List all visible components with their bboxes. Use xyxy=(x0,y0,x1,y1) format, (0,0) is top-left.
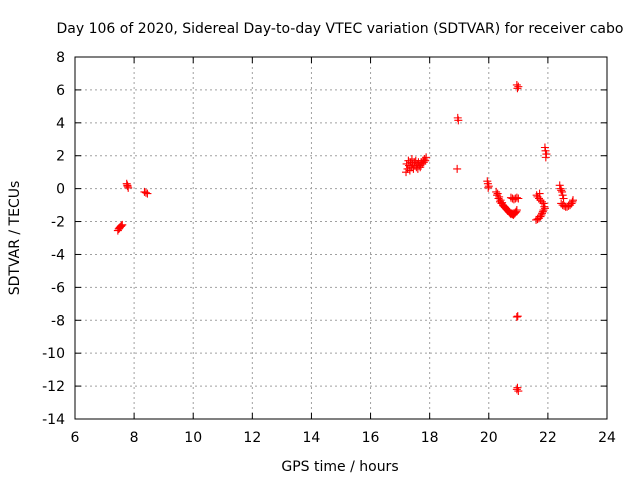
data-points xyxy=(113,80,578,396)
y-tick-label: 0 xyxy=(56,182,65,198)
data-point xyxy=(512,312,521,321)
y-axis: -14 -12 -10 -8 -6 -4 -2 0 2 4 6 8 xyxy=(42,50,607,428)
data-point xyxy=(536,212,545,221)
data-point xyxy=(404,156,413,165)
data-point xyxy=(405,166,414,175)
x-tick-label: 8 xyxy=(130,430,139,446)
x-tick-label: 16 xyxy=(362,430,380,446)
data-point xyxy=(494,194,503,203)
data-point xyxy=(540,143,549,152)
data-point xyxy=(510,209,519,218)
x-tick-label: 18 xyxy=(421,430,439,446)
data-point xyxy=(558,191,567,200)
data-point xyxy=(493,191,502,200)
x-tick-label: 20 xyxy=(480,430,498,446)
data-point xyxy=(537,210,546,219)
data-point xyxy=(512,80,521,89)
data-point xyxy=(124,183,133,192)
data-point xyxy=(512,385,521,394)
data-point xyxy=(484,182,493,191)
data-point xyxy=(556,184,565,193)
data-point xyxy=(513,84,522,93)
data-point xyxy=(542,150,551,159)
x-tick-label: 10 xyxy=(184,430,202,446)
data-point xyxy=(512,207,521,216)
data-point xyxy=(537,197,546,206)
data-point xyxy=(538,207,547,216)
y-tick-label: 8 xyxy=(56,50,65,66)
y-tick-label: 6 xyxy=(56,83,65,99)
data-point xyxy=(141,188,150,197)
y-tick-label: 4 xyxy=(56,116,65,132)
data-point xyxy=(421,156,430,165)
data-point xyxy=(557,186,566,195)
y-tick-label: -6 xyxy=(51,280,65,296)
y-tick-label: 2 xyxy=(56,149,65,165)
data-point xyxy=(116,222,125,231)
data-point xyxy=(454,116,463,125)
x-tick-label: 24 xyxy=(598,430,616,446)
data-point xyxy=(492,187,501,196)
y-tick-label: -2 xyxy=(51,215,65,231)
x-tick-label: 12 xyxy=(243,430,261,446)
y-tick-label: -12 xyxy=(42,379,65,395)
data-point xyxy=(117,221,126,230)
data-point xyxy=(495,192,504,201)
y-tick-label: -8 xyxy=(51,313,65,329)
data-point xyxy=(143,189,152,198)
data-point xyxy=(484,183,493,192)
data-point xyxy=(416,163,425,172)
data-point xyxy=(537,209,546,218)
x-tick-label: 6 xyxy=(71,430,80,446)
data-point xyxy=(453,164,462,173)
data-point xyxy=(512,206,521,215)
data-point xyxy=(514,82,523,91)
data-point xyxy=(555,181,564,190)
data-point xyxy=(420,155,429,164)
data-point xyxy=(568,197,577,206)
data-point xyxy=(567,199,576,208)
y-tick-label: -4 xyxy=(51,247,65,263)
data-point xyxy=(493,189,502,198)
chart-title: Day 106 of 2020, Sidereal Day-to-day VTE… xyxy=(57,21,624,37)
y-tick-label: -10 xyxy=(42,346,65,362)
data-point xyxy=(422,153,431,162)
grid xyxy=(75,57,607,419)
y-axis-label: SDTVAR / TECUs xyxy=(7,181,23,296)
data-point xyxy=(514,194,523,203)
y-tick-label: -14 xyxy=(42,412,65,428)
x-tick-label: 22 xyxy=(539,430,557,446)
data-point xyxy=(540,204,549,213)
x-tick-label: 14 xyxy=(303,430,321,446)
data-point xyxy=(559,194,568,203)
data-point xyxy=(118,220,127,229)
x-axis: 6 8 10 12 14 16 18 20 22 24 xyxy=(71,57,616,446)
data-point xyxy=(123,182,132,191)
plot-frame xyxy=(74,56,608,420)
data-point xyxy=(535,189,544,198)
data-point xyxy=(540,202,549,211)
data-point xyxy=(513,383,522,392)
data-point xyxy=(419,158,428,167)
data-point xyxy=(541,153,550,162)
x-axis-label: GPS time / hours xyxy=(281,459,398,475)
data-point xyxy=(558,187,567,196)
data-point xyxy=(402,168,411,177)
data-point xyxy=(539,199,548,208)
data-point xyxy=(512,193,521,202)
data-point xyxy=(513,312,522,321)
data-point xyxy=(514,387,523,396)
data-point xyxy=(569,196,578,205)
